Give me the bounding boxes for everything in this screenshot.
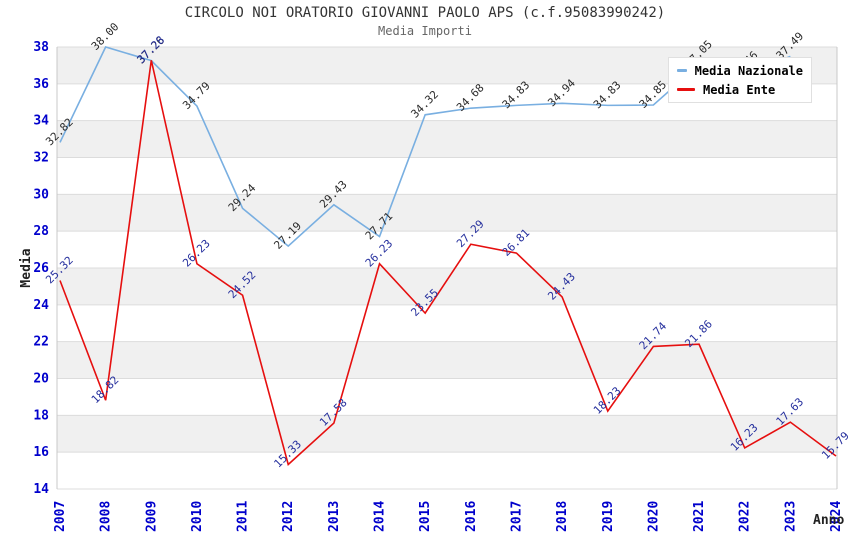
x-axis-tick-label: 2023 bbox=[783, 501, 798, 532]
y-axis-tick-label: 30 bbox=[33, 187, 49, 202]
plot-band bbox=[57, 268, 837, 305]
media-ente-swatch bbox=[677, 88, 695, 91]
x-axis-tick-label: 2018 bbox=[555, 501, 570, 532]
legend: Media Nazionale Media Ente bbox=[668, 57, 812, 103]
x-axis-tick-label: 2007 bbox=[53, 501, 68, 532]
chart-subtitle: Media Importi bbox=[378, 24, 472, 38]
y-axis-tick-label: 38 bbox=[33, 40, 49, 55]
x-axis-tick-label: 2020 bbox=[646, 501, 661, 532]
x-axis-tick-label: 2016 bbox=[464, 501, 479, 532]
y-axis-tick-label: 18 bbox=[33, 408, 49, 423]
x-axis-tick-label: 2014 bbox=[373, 501, 388, 532]
x-axis-title: Anno bbox=[813, 513, 844, 528]
y-axis-tick-label: 22 bbox=[33, 335, 49, 350]
y-axis-tick-label: 14 bbox=[33, 482, 49, 497]
y-axis-tick-label: 36 bbox=[33, 77, 49, 92]
legend-label-media-ente: Media Ente bbox=[703, 82, 776, 97]
x-axis-tick-label: 2012 bbox=[281, 501, 296, 532]
data-label-media-nazionale-2016: 34.68 bbox=[454, 81, 487, 114]
plot-band bbox=[57, 341, 837, 379]
plot-band bbox=[57, 194, 837, 232]
x-axis-tick-label: 2010 bbox=[190, 501, 205, 532]
y-axis-tick-label: 24 bbox=[33, 298, 49, 313]
legend-item-media-nazionale: Media Nazionale bbox=[677, 64, 803, 78]
media-nazionale-swatch bbox=[677, 69, 687, 72]
legend-label-media-nazionale: Media Nazionale bbox=[694, 63, 803, 78]
x-axis-tick-label: 2009 bbox=[144, 501, 159, 532]
x-axis-tick-label: 2013 bbox=[327, 501, 342, 532]
y-axis-tick-label: 20 bbox=[33, 372, 49, 387]
plot-band bbox=[57, 120, 837, 158]
x-axis-tick-label: 2008 bbox=[99, 501, 114, 532]
x-axis-tick-label: 2015 bbox=[418, 501, 433, 532]
x-axis-tick-label: 2017 bbox=[509, 501, 524, 532]
x-axis-tick-label: 2021 bbox=[692, 501, 707, 532]
y-axis-tick-label: 26 bbox=[33, 261, 49, 276]
chart-title: CIRCOLO NOI ORATORIO GIOVANNI PAOLO APS … bbox=[184, 5, 666, 21]
data-label-media-ente-2010: 26.23 bbox=[180, 237, 213, 270]
x-axis-tick-label: 2019 bbox=[601, 501, 616, 532]
media-ente-line bbox=[59, 60, 837, 466]
legend-item-media-ente: Media Ente bbox=[677, 83, 803, 97]
y-axis-tick-label: 28 bbox=[33, 224, 49, 239]
y-axis-tick-label: 34 bbox=[33, 114, 49, 129]
y-axis-title: Media bbox=[19, 248, 34, 287]
y-axis-tick-label: 32 bbox=[33, 151, 49, 166]
x-axis-tick-label: 2011 bbox=[236, 501, 251, 532]
y-axis-tick-label: 16 bbox=[33, 445, 49, 460]
x-axis-tick-label: 2022 bbox=[738, 501, 753, 532]
plot-band bbox=[57, 415, 837, 453]
x-axis-tick-label: 2024 bbox=[829, 501, 844, 532]
